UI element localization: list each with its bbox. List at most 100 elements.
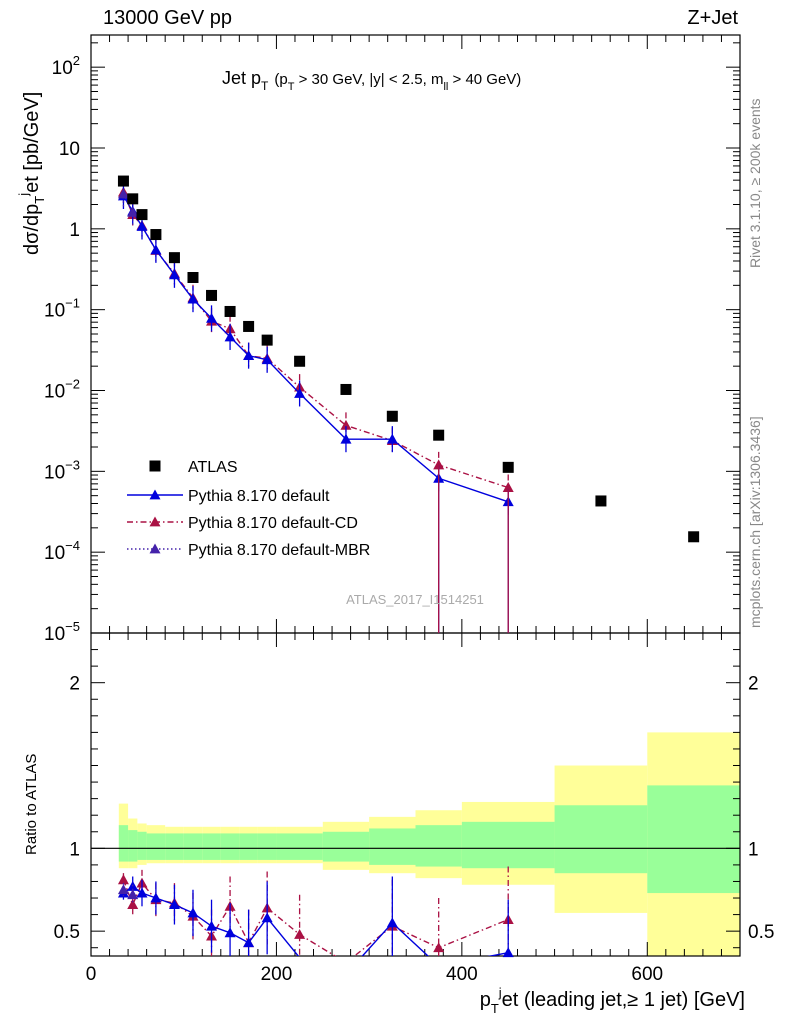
y-tick-exponent: −4 [65, 538, 80, 553]
y-tick-exponent: 2 [73, 53, 80, 68]
mc-marker-ratio [150, 892, 162, 903]
mc-marker-ratio [243, 937, 255, 948]
ratio-band-inner [322, 831, 370, 862]
y-tick-label-upper: 10−3 [44, 457, 80, 483]
mc-marker-upper [187, 293, 199, 304]
ratio-band-inner [118, 825, 129, 862]
mc-marker-upper [150, 244, 162, 255]
title-main-sub: T [261, 79, 269, 93]
mc-marker-upper [294, 387, 306, 398]
header-left-label: 13000 GeV pp [103, 7, 232, 29]
atlas-data-marker [433, 429, 445, 441]
mc-marker-upper [340, 419, 352, 430]
ratio-tick-label-right: 1 [748, 839, 759, 860]
ratio-tick-label-left: 1 [69, 839, 80, 860]
atlas-data-marker [206, 289, 218, 301]
atlas-data-marker [168, 252, 180, 264]
legend-marker-sample [149, 489, 161, 500]
mc-marker-ratio [187, 907, 199, 918]
atlas-data-marker [117, 175, 129, 187]
y-tick-label-upper: 1 [69, 220, 80, 241]
ratio-band-inner [461, 821, 555, 869]
ratio-band-inner [647, 785, 740, 894]
y-tick-exponent: −5 [65, 619, 80, 634]
mc-marker-upper [136, 220, 148, 231]
legend: ATLAS Pythia 8.170 default Pythia 8.170 de… [127, 459, 370, 559]
ratio-uncertainty-bands [91, 732, 740, 956]
atlas-data-marker [136, 209, 148, 221]
atlas-data-marker [386, 410, 398, 422]
mc-marker-ratio [433, 942, 445, 953]
x-tick-label: 200 [261, 964, 293, 985]
mc-marker-ratio [502, 947, 514, 958]
mc-marker-ratio [386, 917, 398, 928]
y-tick-exponent: −3 [65, 457, 80, 472]
legend-marker-sample [149, 543, 161, 554]
mc-marker-ratio [206, 920, 218, 931]
plot-title: Jet pT (pT > 30 GeV, |y| < 2.5, mll > 40 … [222, 68, 521, 93]
ratio-band-inner [554, 805, 648, 874]
ratio-tick-label-left: 0.5 [54, 922, 80, 943]
mc-marker-upper [261, 354, 273, 365]
y-tick-label-upper: 10−5 [44, 619, 80, 645]
legend-label: Pythia 8.170 default-CD [188, 515, 358, 532]
mc-line-upper [122, 193, 134, 213]
mc-marker-upper [243, 350, 255, 361]
mc-line-ratio [123, 885, 509, 956]
legend-label: Pythia 8.170 default [188, 488, 330, 505]
mc-marker-ratio [127, 899, 139, 910]
header-right-label: Z+Jet [687, 7, 738, 29]
mc-marker-upper [386, 433, 398, 444]
ratio-band-inner [146, 833, 166, 860]
ylabel-main: dσ/dp [21, 204, 43, 255]
mc-marker-ratio [117, 874, 129, 885]
y-tick-base: 10 [59, 139, 80, 160]
mc-marker-upper [433, 459, 445, 470]
atlas-data-marker [502, 461, 514, 473]
mc-marker-ratio [224, 927, 236, 938]
y-tick-base: 10 [52, 58, 73, 79]
mc-line-upper [122, 191, 509, 489]
side-label-mcplots: mcplots.cern.ch [arXiv:1306.3436] [747, 416, 763, 628]
atlas-data-marker [595, 495, 607, 507]
ylabel-sub: T [32, 196, 47, 204]
x-tick-label: 0 [86, 964, 97, 985]
ratio-tick-label-right: 2 [748, 674, 759, 695]
ratio-band-inner [220, 833, 240, 860]
y-tick-label-upper: 10 [59, 139, 80, 160]
y-tick-base: 10 [44, 624, 65, 645]
ratio-band-inner [137, 831, 147, 860]
atlas-data-marker [261, 334, 273, 346]
ratio-band-inner [369, 828, 416, 865]
title-cuts-a-sub: T [288, 81, 295, 93]
title-cuts-b-sub: ll [443, 81, 448, 93]
atlas-data-marker [224, 305, 236, 317]
mc-marker-ratio [294, 928, 306, 939]
y-tick-exponent: −1 [65, 296, 80, 311]
xlabel-sub: T [491, 1001, 499, 1016]
x-tick-label: 600 [631, 964, 663, 985]
data-marks [117, 175, 700, 958]
ratio-band-inner [415, 825, 462, 867]
y-tick-base: 1 [69, 220, 80, 241]
axis-tick-labels: 0 200 400 60010210110−110−210−310−410−5210.… [44, 53, 774, 985]
legend-label: Pythia 8.170 default-MBR [188, 542, 370, 559]
y-tick-base: 10 [44, 301, 65, 322]
xlabel-main: p [480, 989, 491, 1011]
mc-marker-ratio [168, 899, 180, 910]
mc-marker-upper [168, 269, 180, 280]
side-label-rivet: Rivet 3.1.10, ≥ 200k events [747, 98, 763, 268]
x-axis-label: pTjet (leading jet,≥ 1 jet) [GeV] [480, 985, 745, 1016]
mc-marker-upper [224, 331, 236, 342]
mc-marker-upper [117, 188, 129, 199]
ratio-tick-label-left: 2 [69, 674, 80, 695]
y-tick-label-upper: 102 [52, 53, 80, 79]
y-tick-label-upper: 10−2 [44, 377, 80, 403]
mc-marker-upper [206, 312, 218, 323]
x-tick-label: 400 [446, 964, 478, 985]
title-cuts-a: (p [274, 71, 287, 88]
atlas-data-marker [187, 271, 199, 283]
mc-line-upper [122, 195, 509, 503]
atlas-data-marker [688, 531, 700, 543]
